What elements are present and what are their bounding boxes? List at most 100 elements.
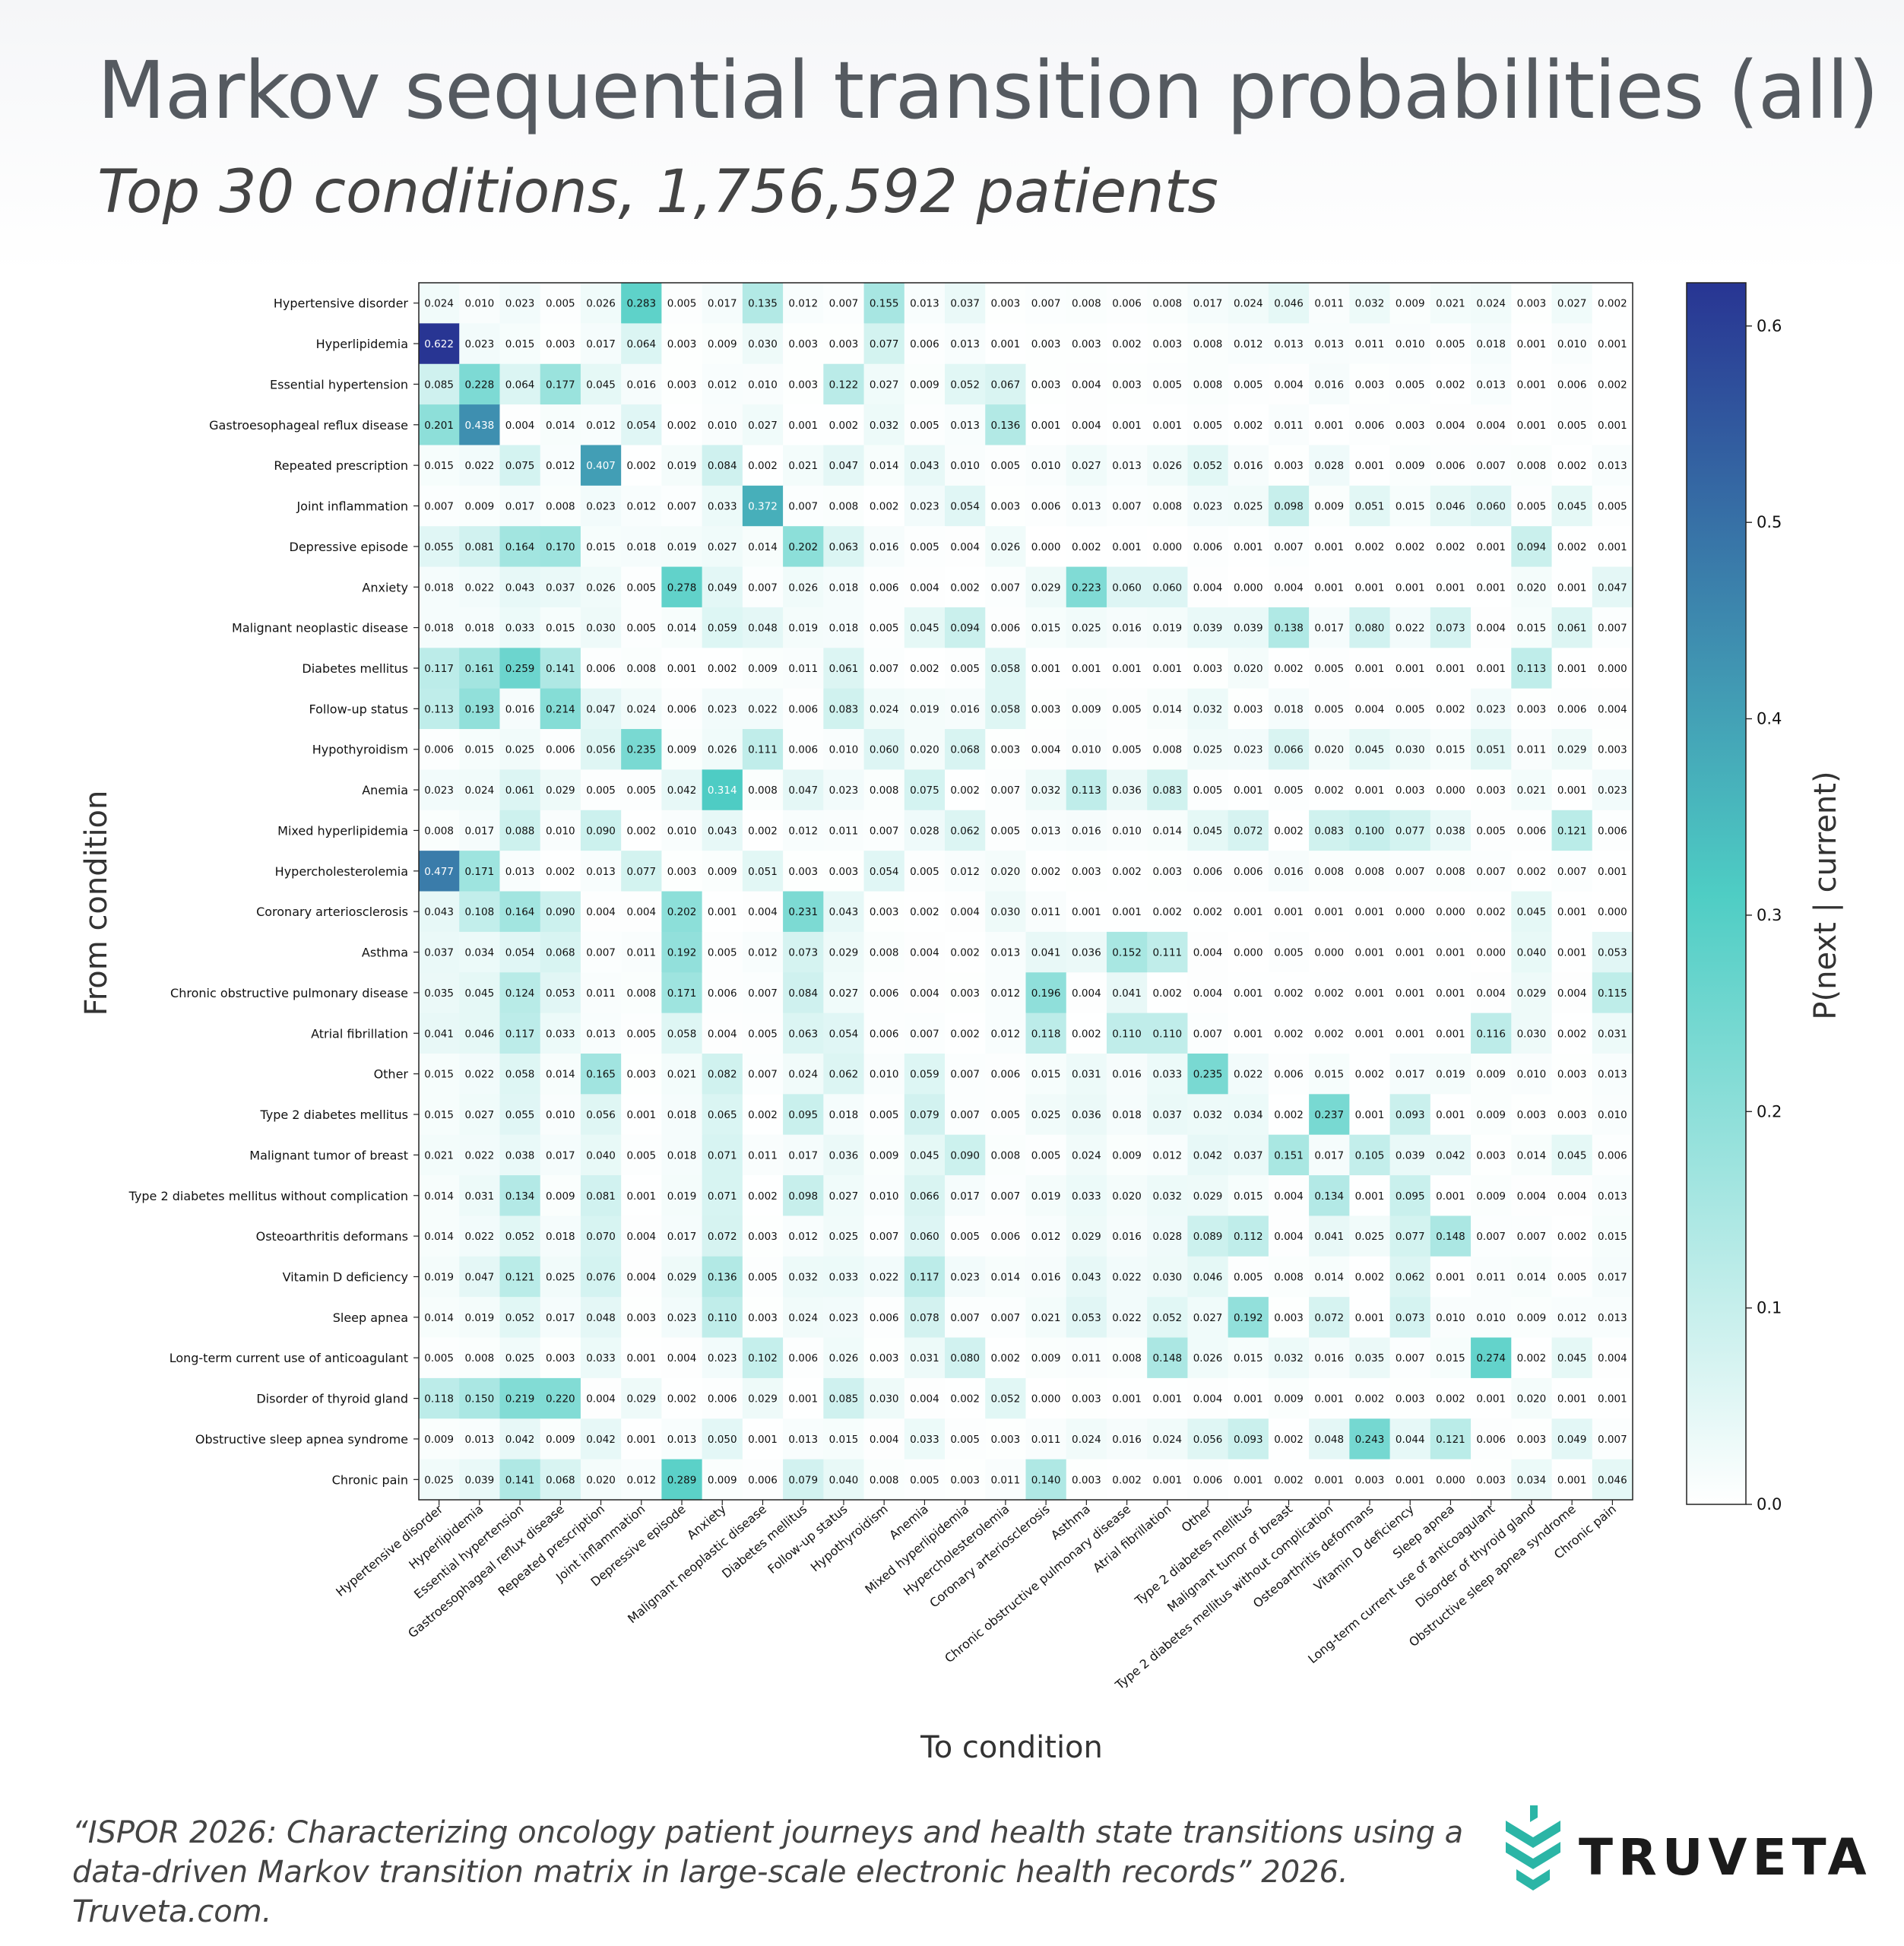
heatmap-cell: [419, 891, 460, 933]
cell-value-label: 0.008: [1193, 379, 1223, 391]
cell-value-label: 0.622: [424, 338, 454, 350]
heatmap-cell: [702, 729, 743, 770]
heatmap-cell: [459, 810, 501, 851]
cell-value-label: 0.026: [991, 541, 1021, 553]
cell-value-label: 0.005: [1152, 379, 1182, 391]
cell-value-label: 0.077: [1396, 825, 1425, 837]
cell-value-label: 0.121: [1557, 825, 1587, 837]
heatmap-cell: [459, 769, 501, 811]
heatmap-cell: [702, 404, 743, 446]
cell-value-label: 0.002: [991, 1352, 1021, 1364]
cell-value-label: 0.033: [708, 501, 737, 513]
heatmap-cell: [1147, 404, 1189, 446]
heatmap-cell: [863, 851, 905, 892]
heatmap-cell: [1471, 1215, 1512, 1257]
heatmap-cell: [1268, 972, 1310, 1014]
heatmap-cell: [985, 729, 1027, 770]
heatmap-cell: [1389, 648, 1431, 689]
heatmap-cell: [1471, 1134, 1512, 1176]
heatmap-cell: [1309, 1094, 1350, 1136]
heatmap-cell: [1430, 1053, 1472, 1095]
cell-value-label: 0.000: [1436, 784, 1465, 797]
cell-value-label: 0.012: [991, 987, 1021, 1000]
cell-value-label: 0.015: [1396, 501, 1425, 513]
cell-value-label: 0.021: [1031, 1312, 1061, 1324]
heatmap-cell: [1309, 851, 1350, 892]
cell-value-label: 0.001: [1557, 784, 1587, 797]
heatmap-cell: [1471, 526, 1512, 568]
heatmap-cell: [1349, 810, 1391, 851]
heatmap-cell: [742, 526, 784, 568]
cell-value-label: 0.051: [748, 866, 778, 878]
heatmap-cell: [1187, 648, 1229, 689]
heatmap-cell: [985, 1175, 1027, 1217]
cell-value-label: 0.006: [667, 703, 697, 715]
cell-value-label: 0.011: [788, 663, 818, 675]
cell-value-label: 0.007: [1517, 1231, 1547, 1243]
cell-value-label: 0.002: [1517, 866, 1547, 878]
heatmap-cell: [742, 851, 784, 892]
heatmap-cell: [1389, 1094, 1431, 1136]
cell-value-label: 0.001: [1112, 1393, 1142, 1406]
heatmap-cell: [661, 891, 703, 933]
heatmap-cell: [1106, 283, 1148, 324]
cell-value-label: 0.003: [626, 1069, 656, 1081]
heatmap-cell: [661, 566, 703, 608]
cell-value-label: 0.060: [1112, 582, 1142, 594]
heatmap-cell: [823, 1053, 865, 1095]
cell-value-label: 0.005: [626, 1028, 656, 1040]
heatmap-cell: [499, 1094, 541, 1136]
cell-value-label: 0.171: [465, 866, 495, 878]
cell-value-label: 0.002: [1152, 906, 1182, 918]
cell-value-label: 0.004: [1476, 623, 1506, 635]
heatmap-cell: [1349, 283, 1391, 324]
heatmap-cell: [945, 769, 986, 811]
heatmap-cell: [1268, 607, 1310, 648]
heatmap-cell: [863, 1175, 905, 1217]
cell-value-label: 0.001: [1314, 582, 1344, 594]
cell-value-label: 0.002: [1598, 379, 1627, 391]
heatmap-cell: [742, 283, 784, 324]
cell-value-label: 0.005: [950, 1231, 980, 1243]
heatmap-cell: [863, 566, 905, 608]
cell-value-label: 0.023: [708, 1352, 737, 1364]
cell-value-label: 0.059: [910, 1069, 939, 1081]
cell-value-label: 0.005: [1193, 420, 1223, 432]
heatmap-cell: [1511, 810, 1553, 851]
heatmap-cell: [580, 283, 622, 324]
cell-value-label: 0.005: [1557, 420, 1587, 432]
heatmap-cell: [1147, 283, 1189, 324]
heatmap-cell: [945, 526, 986, 568]
cell-value-label: 0.001: [1234, 784, 1263, 797]
heatmap-cell: [1551, 972, 1593, 1014]
heatmap-cell: [580, 810, 622, 851]
cell-value-label: 0.010: [748, 379, 778, 391]
cell-value-label: 0.036: [829, 1149, 859, 1162]
cell-value-label: 0.002: [667, 420, 697, 432]
cell-value-label: 0.029: [829, 947, 859, 959]
heatmap-cell: [661, 1134, 703, 1176]
heatmap-chart: 0.024 0.010 0.023 0.005 0.026 0.283 0.005 0.017…: [79, 282, 1843, 1765]
heatmap-cell: [904, 283, 946, 324]
heatmap-cell: [1106, 485, 1148, 527]
cell-value-label: 0.013: [505, 866, 535, 878]
cell-value-label: 0.045: [1557, 1352, 1587, 1364]
cell-value-label: 0.001: [1072, 906, 1101, 918]
heatmap-cell: [621, 891, 662, 933]
cell-value-label: 0.055: [424, 541, 454, 553]
cell-value-label: 0.001: [1314, 420, 1344, 432]
cell-value-label: 0.002: [1476, 906, 1506, 918]
heatmap-cell: [863, 1134, 905, 1176]
heatmap-cell: [1187, 1134, 1229, 1176]
cell-value-label: 0.001: [1234, 541, 1263, 553]
cell-value-label: 0.079: [910, 1109, 939, 1121]
cell-value-label: 0.006: [1557, 703, 1587, 715]
heatmap-cell: [863, 810, 905, 851]
cell-value-label: 0.006: [910, 338, 939, 350]
cell-value-label: 0.038: [505, 1149, 535, 1162]
cell-value-label: 0.009: [1517, 1312, 1547, 1324]
heatmap-cell: [783, 851, 824, 892]
heatmap-cell: [1309, 1053, 1350, 1095]
cell-value-label: 0.012: [626, 1474, 656, 1486]
heatmap-cell: [1268, 810, 1310, 851]
